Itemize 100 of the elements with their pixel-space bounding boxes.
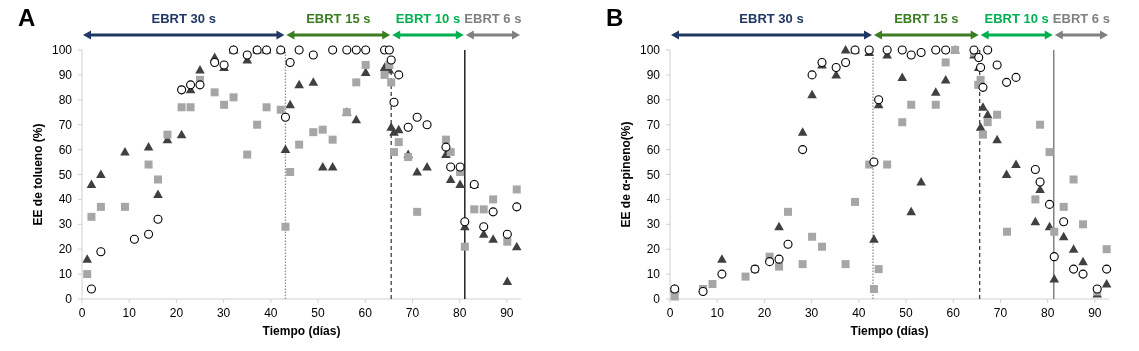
x-tick-label: 70 — [993, 306, 1008, 320]
point — [96, 247, 106, 257]
point — [512, 202, 522, 212]
point — [327, 162, 338, 171]
text: EBRT 6 s — [1052, 11, 1110, 26]
point — [1030, 164, 1040, 175]
point — [807, 89, 817, 99]
y-tick-label: 40 — [58, 192, 73, 207]
point — [1011, 72, 1021, 82]
point — [1068, 244, 1079, 253]
y-tick-label: 70 — [58, 117, 73, 132]
point — [851, 197, 860, 206]
point — [907, 100, 916, 109]
y-tick-label: 50 — [646, 167, 661, 182]
chart-title: A — [18, 4, 36, 31]
point — [229, 93, 238, 102]
point — [318, 125, 327, 134]
point — [1102, 245, 1111, 254]
point — [983, 45, 993, 55]
x-tick-label: 30 — [804, 306, 819, 320]
point — [96, 202, 105, 211]
point — [874, 95, 884, 105]
y-tick-label: 30 — [58, 217, 73, 232]
point — [841, 260, 850, 269]
point — [741, 272, 750, 281]
point — [930, 87, 941, 96]
x-tick-label: 80 — [452, 306, 467, 320]
point — [195, 80, 205, 90]
point — [993, 110, 1002, 119]
point — [489, 195, 498, 204]
point — [1058, 231, 1069, 241]
point — [242, 50, 252, 60]
point — [342, 45, 352, 55]
point — [1050, 227, 1059, 236]
point — [412, 112, 422, 122]
point — [186, 80, 196, 90]
point — [502, 229, 512, 239]
x-tick-label: 70 — [405, 306, 420, 320]
point — [941, 58, 950, 67]
x-tick-label: 90 — [1088, 306, 1102, 320]
point — [941, 45, 951, 55]
point — [154, 175, 162, 184]
point — [460, 242, 469, 251]
x-tick-label: 90 — [500, 306, 514, 320]
y-tick-label: 40 — [646, 192, 661, 207]
point — [404, 153, 413, 162]
y-tick-label: 30 — [646, 217, 661, 232]
point — [1078, 256, 1088, 266]
point — [328, 135, 337, 144]
point — [983, 118, 992, 127]
point — [1049, 252, 1059, 262]
y-tick-label: 80 — [58, 92, 73, 107]
point — [422, 120, 432, 130]
point — [978, 82, 988, 92]
point — [874, 265, 883, 274]
point — [129, 234, 139, 244]
point — [384, 45, 394, 55]
point — [897, 72, 908, 81]
point — [798, 260, 807, 269]
point — [177, 85, 187, 95]
point — [502, 276, 513, 286]
text: EBRT 15 s — [894, 11, 959, 26]
point — [1011, 159, 1021, 169]
point — [143, 142, 154, 151]
point — [243, 150, 252, 159]
point — [285, 99, 295, 109]
y-tick-label: 90 — [646, 67, 661, 82]
point — [455, 162, 465, 172]
point — [294, 79, 304, 89]
point — [360, 67, 371, 76]
point — [511, 241, 522, 251]
point — [1036, 120, 1045, 129]
y-tick-label: 100 — [51, 43, 73, 57]
x-tick-label: 50 — [899, 306, 914, 320]
x-tick-label: 10 — [122, 306, 137, 320]
point — [807, 70, 817, 80]
point — [717, 254, 727, 263]
point — [120, 147, 130, 156]
x-tick-label: 50 — [311, 306, 326, 320]
y-axis-title: EE de α-pineno(%) — [619, 121, 633, 228]
point — [390, 148, 399, 157]
point — [441, 142, 451, 152]
point — [1049, 274, 1060, 283]
point — [775, 262, 784, 271]
point — [186, 103, 195, 112]
point — [978, 130, 987, 139]
point — [882, 45, 892, 55]
point — [1059, 217, 1069, 227]
y-tick-label: 0 — [65, 292, 73, 306]
y-tick-label: 20 — [58, 242, 73, 257]
point — [708, 280, 717, 289]
point — [280, 112, 290, 122]
point — [210, 57, 220, 67]
point — [153, 214, 163, 224]
x-tick-label: 30 — [216, 306, 231, 320]
point — [982, 109, 993, 119]
point — [210, 88, 219, 97]
x-tick-label: 10 — [710, 306, 725, 320]
point — [394, 138, 403, 147]
y-tick-label: 90 — [58, 67, 73, 82]
